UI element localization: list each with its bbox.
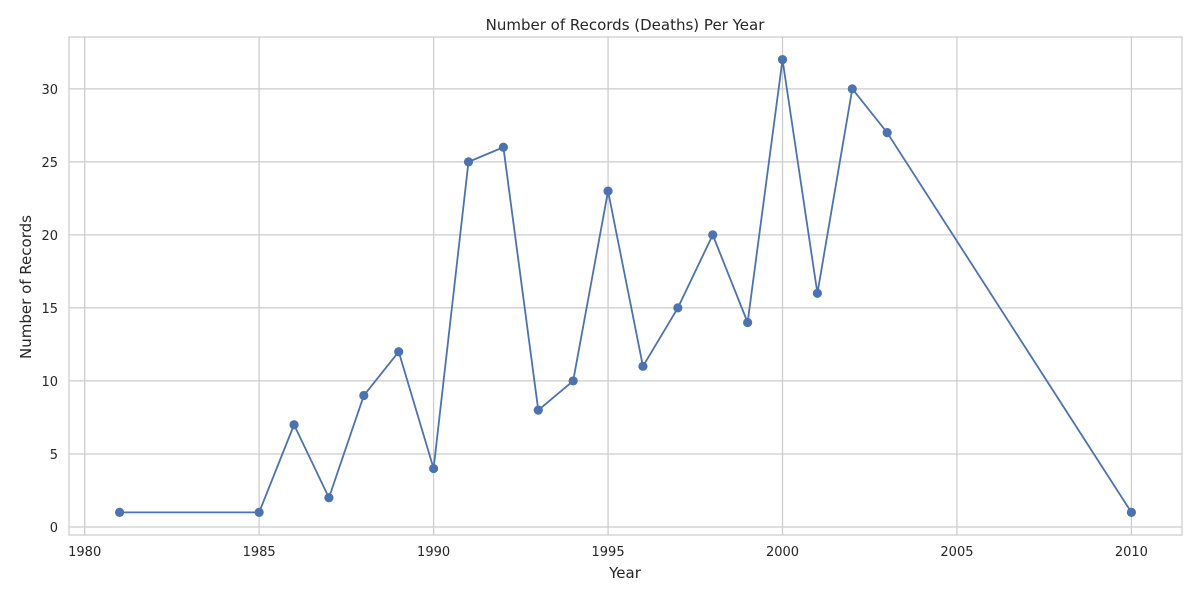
y-tick-label: 30: [41, 83, 58, 98]
data-point: [429, 463, 439, 474]
chart-title: Number of Records (Deaths) Per Year: [486, 16, 766, 34]
x-tick-label: 1995: [592, 545, 625, 560]
data-point: [812, 288, 822, 298]
data-point: [359, 390, 369, 401]
data-point: [708, 230, 718, 240]
data-point: [394, 347, 404, 357]
y-tick-label: 20: [41, 229, 58, 244]
data-point: [638, 361, 648, 371]
y-tick-label: 0: [50, 521, 58, 536]
data-point: [743, 317, 753, 328]
y-axis-ticks: 0 5 10 15 20 25 30: [41, 83, 58, 536]
data-series: [114, 55, 1137, 517]
data-point: [568, 376, 578, 386]
x-tick-label: 1990: [417, 545, 450, 560]
y-tick-label: 10: [41, 375, 58, 390]
x-axis-ticks: 1980 1985 1990 1995 2000 2005 2010: [68, 545, 1148, 560]
data-point: [498, 142, 508, 152]
data-point: [777, 55, 788, 65]
x-tick-label: 1985: [243, 545, 276, 560]
y-tick-label: 5: [50, 448, 58, 463]
data-point: [324, 493, 334, 503]
data-point: [463, 157, 474, 167]
data-point: [289, 420, 299, 430]
series-line: [119, 58, 1133, 514]
plot-area-frame: [68, 36, 1183, 536]
data-point: [1126, 507, 1137, 517]
y-tick-label: 15: [41, 302, 58, 317]
x-tick-label: 2005: [940, 545, 973, 560]
grid-lines: [69, 37, 1182, 535]
data-point: [882, 128, 892, 138]
data-point: [114, 507, 125, 517]
y-tick-label: 25: [41, 156, 58, 171]
data-point: [847, 84, 857, 94]
data-point: [603, 186, 613, 196]
x-axis-label: Year: [608, 564, 642, 582]
data-point: [533, 405, 543, 415]
data-point: [673, 303, 683, 313]
x-tick-label: 1980: [68, 545, 101, 560]
y-axis-label: Number of Records: [17, 215, 35, 359]
x-tick-label: 2000: [766, 545, 799, 560]
data-point: [254, 507, 264, 517]
x-tick-label: 2010: [1115, 545, 1148, 560]
